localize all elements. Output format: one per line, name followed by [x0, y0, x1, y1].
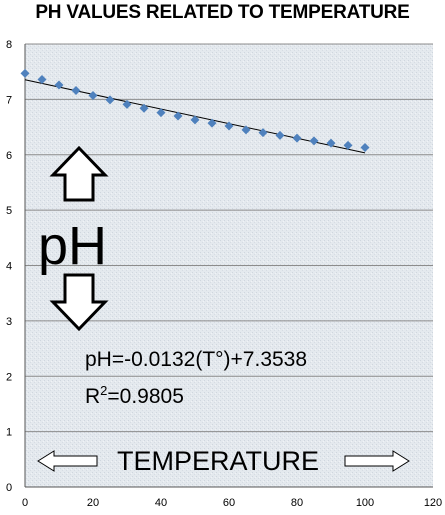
data-point [224, 121, 234, 131]
up-arrow-icon [49, 145, 109, 202]
y-tick-label: 7 [6, 94, 12, 106]
data-point [309, 136, 319, 146]
data-point [207, 118, 217, 128]
y-tick-label: 0 [6, 482, 12, 494]
y-tick-label: 5 [6, 205, 12, 217]
r-squared-superscript: 2 [100, 383, 107, 398]
right-arrow-icon [344, 450, 410, 472]
data-point [71, 86, 81, 96]
y-tick-label: 4 [6, 261, 12, 273]
data-point [360, 143, 370, 153]
ph-label: pH [38, 216, 107, 276]
data-point [20, 68, 30, 78]
regression-equation: pH=-0.0132(T°)+7.3538 [85, 348, 307, 371]
data-point [241, 125, 251, 135]
y-tick-label: 8 [6, 39, 12, 51]
data-point [258, 128, 268, 138]
y-tick-label: 1 [6, 427, 12, 439]
x-tick-label: 80 [291, 497, 303, 509]
x-tick-label: 100 [356, 497, 374, 509]
data-point [343, 140, 353, 150]
data-point [54, 80, 64, 90]
chart-title: PH VALUES RELATED TO TEMPERATURE [35, 2, 410, 23]
x-tick-labels: 0 20 40 60 80 100 120 [22, 497, 442, 509]
data-points [20, 68, 370, 153]
data-point [105, 95, 115, 105]
data-point [190, 115, 200, 125]
r-squared-prefix: R [85, 385, 100, 408]
data-point [88, 90, 98, 100]
x-tick-label: 0 [22, 497, 28, 509]
data-point [139, 103, 149, 113]
r-squared-value: =0.9805 [107, 385, 184, 408]
y-tick-label: 2 [6, 371, 12, 383]
grid-lines [25, 43, 433, 433]
y-tick-label: 3 [6, 316, 12, 328]
x-axis-label: TEMPERATURE [117, 446, 319, 476]
x-tick-label: 60 [223, 497, 235, 509]
data-point [122, 99, 132, 109]
x-tick-label: 20 [87, 497, 99, 509]
left-arrow-icon [37, 450, 98, 472]
x-tick-label: 40 [155, 497, 167, 509]
data-point [156, 108, 166, 118]
data-point [275, 130, 285, 140]
data-point [173, 111, 183, 121]
data-point [37, 74, 47, 84]
x-tick-label: 120 [424, 497, 442, 509]
y-tick-label: 6 [6, 150, 12, 162]
down-arrow-icon [49, 273, 109, 332]
data-point [326, 138, 336, 148]
r-squared: R2=0.9805 [85, 383, 184, 408]
y-tick-labels: 0 1 2 3 4 5 6 7 8 [6, 39, 12, 494]
data-point [292, 133, 302, 143]
